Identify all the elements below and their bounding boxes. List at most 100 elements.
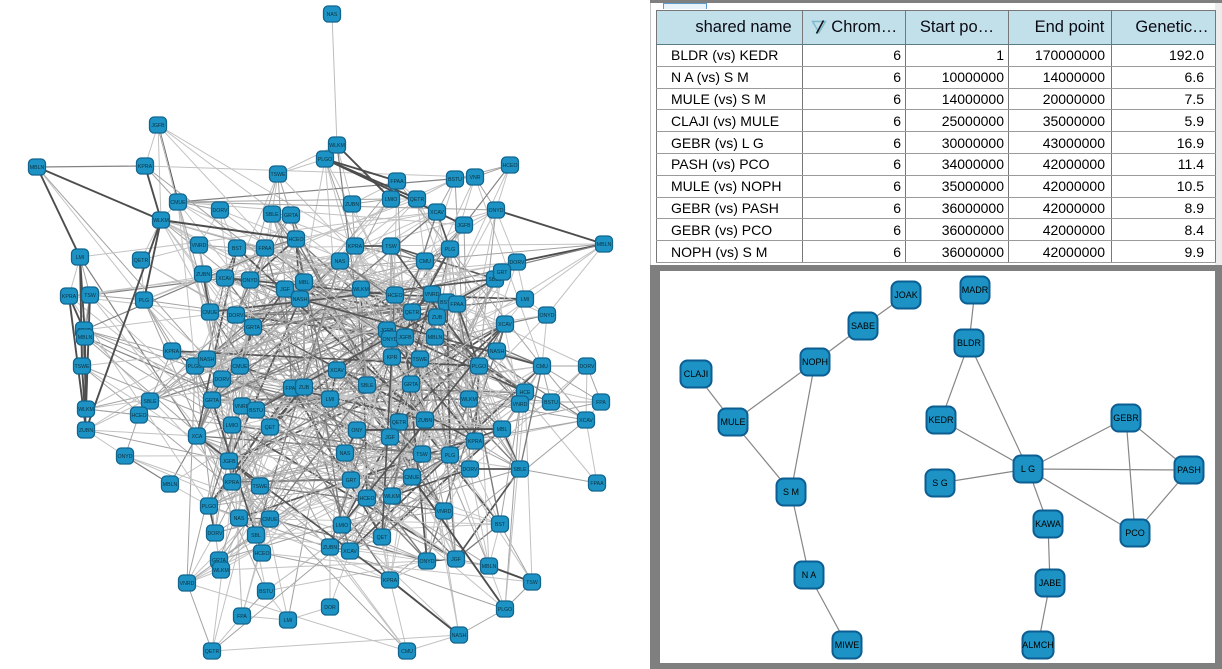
svg-text:HCEO: HCEO [289, 237, 304, 243]
svg-text:FPA: FPA [596, 400, 606, 406]
svg-text:MBLN: MBLN [482, 564, 497, 570]
svg-text:TSWE: TSWE [75, 364, 91, 370]
svg-text:WLKM: WLKM [461, 397, 477, 403]
svg-text:ZUB: ZUB [299, 385, 310, 391]
svg-text:PLGO: PLGO [188, 364, 202, 370]
svg-text:TSW: TSW [84, 293, 96, 299]
svg-text:PLGO: PLGO [498, 607, 512, 613]
svg-text:ONYD: ONYD [420, 559, 435, 565]
svg-text:DORV: DORV [463, 467, 478, 473]
svg-text:CMUE: CMUE [404, 475, 420, 481]
svg-text:QETR: QETR [134, 258, 149, 264]
svg-text:GRT: GRT [346, 478, 358, 484]
svg-text:ONY: ONY [351, 428, 363, 434]
svg-text:MBLN: MBLN [78, 335, 93, 341]
svg-text:VNRD: VNRD [513, 402, 528, 408]
svg-text:DORV: DORV [208, 531, 223, 537]
svg-text:FPA: FPA [237, 614, 247, 620]
svg-text:MBL: MBL [299, 280, 310, 286]
svg-text:CMU: CMU [536, 364, 548, 370]
svg-text:CMUE: CMUE [202, 310, 218, 316]
svg-text:PLGO: PLGO [202, 504, 216, 510]
svg-text:NASH: NASH [452, 633, 467, 639]
svg-text:PCO: PCO [1125, 528, 1145, 538]
svg-text:XCAV: XCAV [343, 549, 357, 555]
svg-text:GRTA: GRTA [246, 325, 260, 331]
svg-text:LMI: LMI [284, 618, 293, 624]
svg-text:SBLE: SBLE [488, 277, 502, 283]
svg-text:BSTU: BSTU [440, 300, 454, 306]
svg-text:CMUE: CMUE [262, 517, 278, 523]
svg-text:ALMCH: ALMCH [1022, 640, 1054, 650]
svg-text:QET: QET [265, 425, 276, 431]
svg-text:TSWE: TSWE [413, 357, 429, 363]
svg-text:JOAK: JOAK [894, 290, 918, 300]
svg-text:WLKM: WLKM [353, 287, 369, 293]
svg-text:S G: S G [932, 478, 948, 488]
svg-text:XCAV: XCAV [218, 276, 232, 282]
svg-text:L G: L G [1021, 464, 1035, 474]
svg-text:KPRA: KPRA [62, 294, 77, 300]
svg-text:LMIO: LMIO [336, 523, 349, 529]
svg-text:WLKM: WLKM [213, 568, 229, 574]
svg-text:HCEO: HCEO [255, 551, 270, 557]
svg-text:MBLN: MBLN [163, 482, 178, 488]
svg-text:SBLE: SBLE [360, 383, 374, 389]
svg-text:HCEO: HCEO [388, 293, 403, 299]
svg-text:DORV: DORV [580, 364, 595, 370]
svg-text:WLKM: WLKM [384, 494, 400, 500]
svg-text:HCEO: HCEO [503, 163, 518, 169]
svg-text:BST: BST [232, 246, 243, 252]
svg-text:QETR: QETR [205, 649, 220, 655]
svg-text:LMIO: LMIO [226, 423, 239, 429]
svg-text:VNRD: VNRD [437, 509, 452, 515]
svg-text:BSTU: BSTU [448, 177, 462, 183]
svg-text:ONYD: ONYD [540, 313, 555, 319]
svg-text:SABE: SABE [851, 321, 875, 331]
svg-text:BSTU: BSTU [249, 408, 263, 414]
svg-text:JGF: JGF [280, 287, 290, 293]
svg-text:FPAA: FPAA [450, 302, 464, 308]
svg-text:PLG: PLG [445, 453, 455, 459]
svg-text:ZUBN: ZUBN [418, 418, 432, 424]
svg-text:TSW: TSW [385, 244, 397, 250]
svg-text:TSW: TSW [526, 580, 538, 586]
svg-text:PLG: PLG [139, 298, 149, 304]
svg-text:MBL: MBL [497, 427, 508, 433]
svg-text:LMI: LMI [76, 255, 85, 261]
svg-text:KAWA: KAWA [1035, 519, 1061, 529]
svg-text:QETR: QETR [410, 197, 425, 203]
svg-text:NASH: NASH [293, 297, 308, 303]
svg-text:XCAV: XCAV [579, 418, 593, 424]
svg-text:PLG: PLG [445, 247, 455, 253]
svg-text:XCAV: XCAV [498, 322, 512, 328]
svg-text:JABE: JABE [1039, 578, 1062, 588]
svg-text:JGFB: JGFB [222, 459, 236, 465]
svg-text:NOPH: NOPH [802, 357, 828, 367]
svg-text:PLGO: PLGO [318, 157, 332, 163]
svg-text:VNRD: VNRD [235, 404, 250, 410]
svg-text:CMUE: CMUE [232, 364, 248, 370]
svg-text:PLGO: PLGO [472, 364, 486, 370]
svg-text:MADR: MADR [962, 285, 989, 295]
svg-text:SBLE: SBLE [143, 399, 157, 405]
svg-text:GRTA: GRTA [404, 382, 418, 388]
svg-text:KPRA: KPRA [225, 480, 240, 486]
svg-text:ZUBN: ZUBN [345, 202, 359, 208]
svg-text:CMU: CMU [419, 259, 431, 265]
svg-text:SBLE: SBLE [265, 212, 279, 218]
svg-text:FPAA: FPAA [390, 179, 404, 185]
svg-text:TSW: TSW [416, 452, 428, 458]
svg-text:DORV: DORV [229, 313, 244, 319]
svg-text:VNRD: VNRD [180, 581, 195, 587]
svg-text:GRTA: GRTA [212, 558, 226, 564]
svg-text:MIWE: MIWE [835, 640, 860, 650]
svg-text:ONYD: ONYD [489, 208, 504, 214]
svg-text:ONYD: ONYD [243, 278, 258, 284]
svg-text:KPRA: KPRA [165, 349, 180, 355]
svg-text:LMI: LMI [326, 397, 335, 403]
svg-text:GRT: GRT [497, 270, 509, 276]
svg-text:GRTA: GRTA [205, 398, 219, 404]
svg-text:FPAA: FPAA [258, 246, 272, 252]
svg-text:JGFB: JGFB [457, 223, 471, 229]
